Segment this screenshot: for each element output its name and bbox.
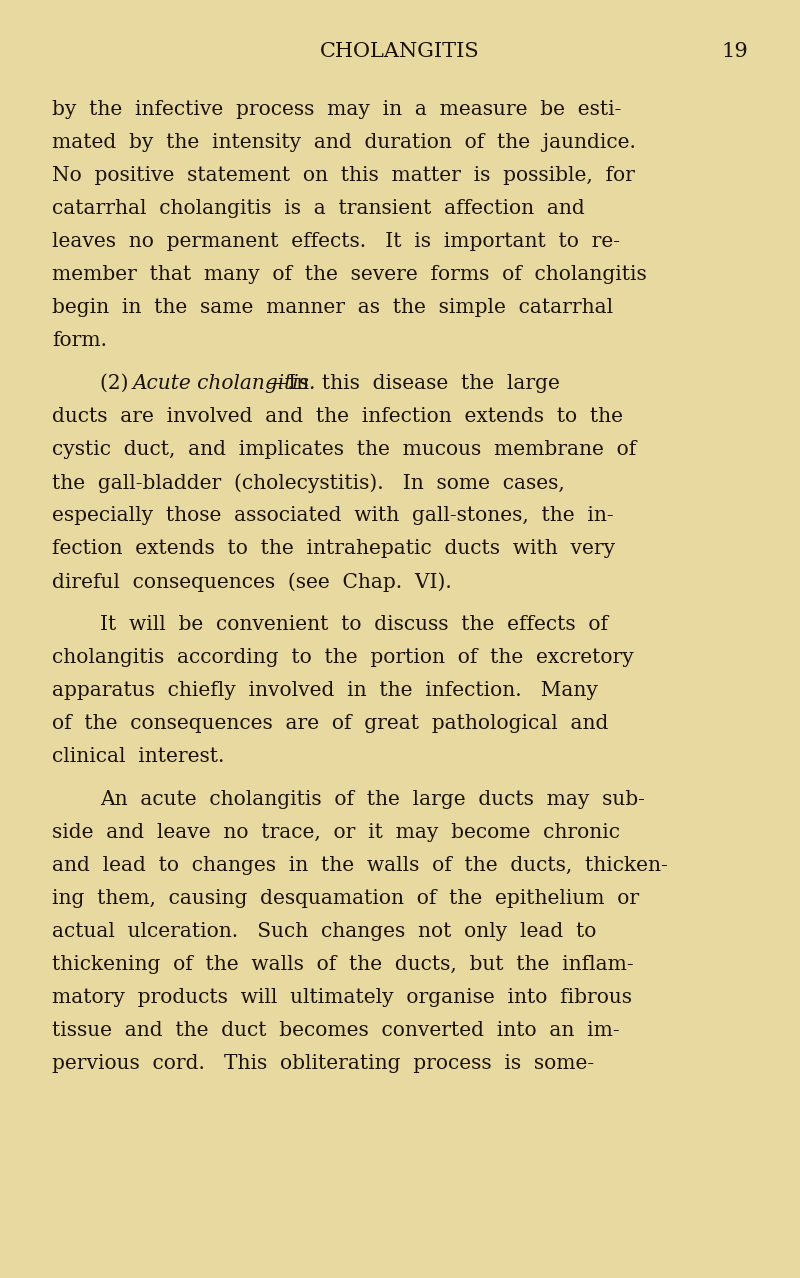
- Text: form.: form.: [52, 331, 107, 350]
- Text: catarrhal  cholangitis  is  a  transient  affection  and: catarrhal cholangitis is a transient aff…: [52, 199, 585, 219]
- Text: tissue  and  the  duct  becomes  converted  into  an  im-: tissue and the duct becomes converted in…: [52, 1021, 620, 1040]
- Text: especially  those  associated  with  gall-stones,  the  in-: especially those associated with gall-st…: [52, 506, 614, 525]
- Text: the  gall-bladder  (cholecystitis).   In  some  cases,: the gall-bladder (cholecystitis). In som…: [52, 473, 565, 492]
- Text: clinical  interest.: clinical interest.: [52, 748, 224, 766]
- Text: member  that  many  of  the  severe  forms  of  cholangitis: member that many of the severe forms of …: [52, 265, 646, 284]
- Text: CHOLANGITIS: CHOLANGITIS: [320, 42, 480, 61]
- Text: No  positive  statement  on  this  matter  is  possible,  for: No positive statement on this matter is …: [52, 166, 635, 185]
- Text: apparatus  chiefly  involved  in  the  infection.   Many: apparatus chiefly involved in the infect…: [52, 681, 598, 700]
- Text: of  the  consequences  are  of  great  pathological  and: of the consequences are of great patholo…: [52, 714, 608, 734]
- Text: direful  consequences  (see  Chap.  VI).: direful consequences (see Chap. VI).: [52, 573, 452, 592]
- Text: begin  in  the  same  manner  as  the  simple  catarrhal: begin in the same manner as the simple c…: [52, 298, 613, 317]
- Text: actual  ulceration.   Such  changes  not  only  lead  to: actual ulceration. Such changes not only…: [52, 921, 596, 941]
- Text: pervious  cord.   This  obliterating  process  is  some-: pervious cord. This obliterating process…: [52, 1054, 594, 1074]
- Text: It  will  be  convenient  to  discuss  the  effects  of: It will be convenient to discuss the eff…: [100, 615, 608, 634]
- Text: fection  extends  to  the  intrahepatic  ducts  with  very: fection extends to the intrahepatic duct…: [52, 539, 615, 558]
- Text: (2): (2): [100, 374, 135, 394]
- Text: leaves  no  permanent  effects.   It  is  important  to  re-: leaves no permanent effects. It is impor…: [52, 233, 620, 250]
- Text: side  and  leave  no  trace,  or  it  may  become  chronic: side and leave no trace, or it may becom…: [52, 823, 620, 842]
- Text: Acute cholangitis.: Acute cholangitis.: [133, 374, 316, 394]
- Text: 19: 19: [722, 42, 748, 61]
- Text: —In  this  disease  the  large: —In this disease the large: [268, 374, 560, 394]
- Text: cystic  duct,  and  implicates  the  mucous  membrane  of: cystic duct, and implicates the mucous m…: [52, 440, 636, 459]
- Text: by  the  infective  process  may  in  a  measure  be  esti-: by the infective process may in a measur…: [52, 100, 622, 119]
- Text: An  acute  cholangitis  of  the  large  ducts  may  sub-: An acute cholangitis of the large ducts …: [100, 790, 645, 809]
- Text: mated  by  the  intensity  and  duration  of  the  jaundice.: mated by the intensity and duration of t…: [52, 133, 636, 152]
- Text: thickening  of  the  walls  of  the  ducts,  but  the  inflam-: thickening of the walls of the ducts, bu…: [52, 955, 634, 974]
- Text: ducts  are  involved  and  the  infection  extends  to  the: ducts are involved and the infection ext…: [52, 406, 623, 426]
- Text: cholangitis  according  to  the  portion  of  the  excretory: cholangitis according to the portion of …: [52, 648, 634, 667]
- Text: matory  products  will  ultimately  organise  into  fibrous: matory products will ultimately organise…: [52, 988, 632, 1007]
- Text: and  lead  to  changes  in  the  walls  of  the  ducts,  thicken-: and lead to changes in the walls of the …: [52, 856, 668, 875]
- Text: ing  them,  causing  desquamation  of  the  epithelium  or: ing them, causing desquamation of the ep…: [52, 889, 639, 907]
